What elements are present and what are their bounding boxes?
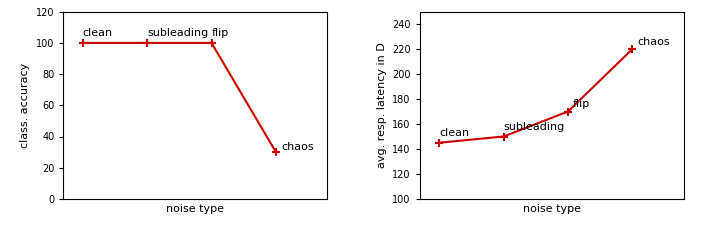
Text: clean: clean: [82, 28, 113, 38]
Text: subleading: subleading: [503, 121, 565, 132]
Text: flip: flip: [212, 28, 229, 38]
Y-axis label: avg. resp. latency in D: avg. resp. latency in D: [376, 42, 386, 168]
X-axis label: noise type: noise type: [166, 205, 224, 214]
X-axis label: noise type: noise type: [523, 205, 581, 214]
Text: subleading: subleading: [147, 28, 209, 38]
Text: chaos: chaos: [281, 143, 314, 152]
Text: clean: clean: [439, 128, 470, 138]
Text: chaos: chaos: [637, 37, 670, 47]
Text: flip: flip: [573, 99, 590, 109]
Y-axis label: class. accuracy: class. accuracy: [20, 63, 30, 148]
